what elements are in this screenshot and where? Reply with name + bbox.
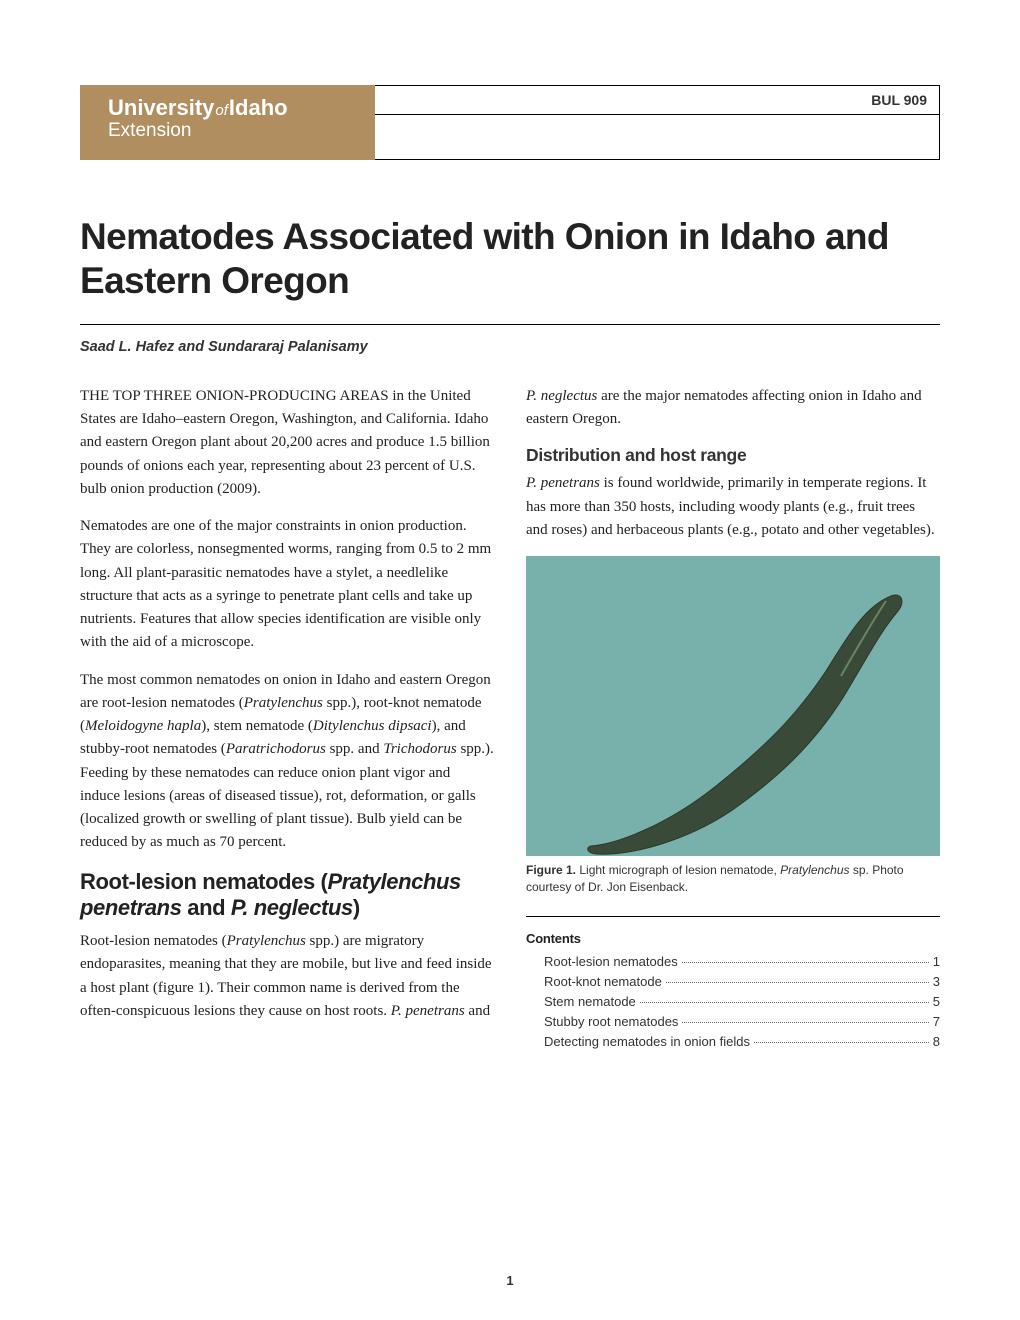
right-column: P. neglectus are the major nematodes aff… (526, 385, 940, 1054)
page-title: Nematodes Associated with Onion in Idaho… (80, 215, 940, 304)
intro-para-3: The most common nematodes on onion in Id… (80, 669, 494, 855)
para1-rest: ONION-PRODUCING AREAS in the United Stat… (80, 388, 490, 497)
intro-para-1: The top three ONION-PRODUCING AREAS in t… (80, 385, 494, 501)
toc-line[interactable]: Root-knot nematode 3 (544, 974, 940, 989)
toc-label: Stubby root nematodes (544, 1014, 678, 1029)
authors: Saad L. Hafez and Sundararaj Palanisamy (80, 339, 940, 355)
figure-1-image (526, 556, 940, 856)
toc-dots (682, 1022, 928, 1023)
nematode-illustration (546, 576, 926, 866)
title-rule (80, 324, 940, 325)
toc-page: 3 (933, 974, 940, 989)
toc: Root-lesion nematodes 1 Root-knot nematode… (526, 954, 940, 1049)
para1-lead: The top three (80, 388, 192, 404)
left-column: The top three ONION-PRODUCING AREAS in t… (80, 385, 494, 1054)
logo-extension: Extension (80, 121, 375, 140)
toc-label: Root-knot nematode (544, 974, 662, 989)
toc-label: Detecting nematodes in onion fields (544, 1034, 750, 1049)
logo-university: University (108, 95, 214, 120)
distribution-heading: Distribution and host range (526, 445, 940, 466)
toc-page: 5 (933, 994, 940, 1009)
bulletin-bottom-cell (375, 115, 940, 160)
bulletin-block: BUL 909 (375, 85, 940, 160)
logo-idaho: Idaho (229, 95, 288, 120)
toc-dots (640, 1002, 929, 1003)
toc-line[interactable]: Detecting nematodes in onion fields 8 (544, 1034, 940, 1049)
intro-para-2: Nematodes are one of the major constrain… (80, 515, 494, 655)
toc-dots (666, 982, 929, 983)
nematode-body (588, 595, 902, 854)
toc-line[interactable]: Root-lesion nematodes 1 (544, 954, 940, 969)
toc-line[interactable]: Stem nematode 5 (544, 994, 940, 1009)
figure-1-caption: Figure 1. Light micrograph of lesion nem… (526, 862, 940, 896)
contents-heading: Contents (526, 931, 940, 946)
root-lesion-para-1: Root-lesion nematodes (Pratylenchus spp.… (80, 930, 494, 1023)
toc-dots (682, 962, 929, 963)
page-number: 1 (0, 1273, 1020, 1288)
toc-label: Root-lesion nematodes (544, 954, 678, 969)
bulletin-top-cell: BUL 909 (375, 85, 940, 115)
toc-dots (754, 1042, 929, 1043)
header: UniversityofIdaho Extension BUL 909 (80, 85, 940, 160)
logo-block: UniversityofIdaho Extension (80, 85, 375, 160)
contents-rule (526, 916, 940, 917)
section-root-lesion-heading: Root-lesion nematodes (Pratylenchus pene… (80, 869, 494, 923)
toc-label: Stem nematode (544, 994, 636, 1009)
logo-of: of (215, 102, 228, 119)
logo-line1: UniversityofIdaho (80, 97, 375, 119)
columns: The top three ONION-PRODUCING AREAS in t… (80, 385, 940, 1054)
toc-line[interactable]: Stubby root nematodes 7 (544, 1014, 940, 1029)
toc-page: 7 (933, 1014, 940, 1029)
toc-page: 1 (933, 954, 940, 969)
toc-page: 8 (933, 1034, 940, 1049)
bulletin-number: BUL 909 (871, 92, 927, 108)
root-lesion-cont: P. neglectus are the major nematodes aff… (526, 385, 940, 432)
distribution-para: P. penetrans is found worldwide, primari… (526, 472, 940, 542)
